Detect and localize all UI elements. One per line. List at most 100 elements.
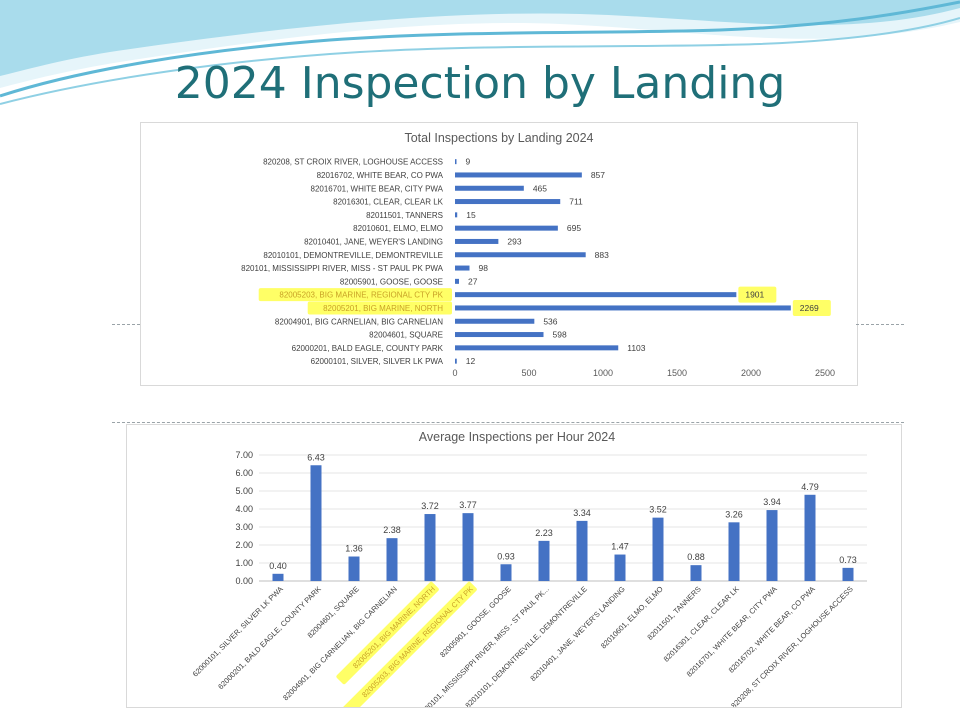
x-tick-label: 1500 [667, 368, 687, 378]
bar [652, 517, 664, 581]
data-label: 2269 [800, 303, 819, 313]
category-label: 82005901, GOOSE, GOOSE [438, 584, 513, 659]
chart-title: Total Inspections by Landing 2024 [404, 131, 593, 145]
x-tick-label: 500 [521, 368, 536, 378]
bar [455, 238, 499, 244]
data-label: 2.23 [535, 528, 553, 538]
y-tick-label: 0.00 [235, 576, 253, 586]
data-label: 883 [595, 250, 609, 260]
bar [455, 292, 737, 298]
data-label: 4.79 [801, 482, 819, 492]
data-label: 293 [507, 236, 521, 246]
bar [455, 212, 458, 218]
bar [455, 185, 524, 191]
bar [538, 540, 550, 581]
bar [455, 318, 535, 324]
category-label: 82011501, TANNERS [366, 211, 443, 220]
data-label: 98 [479, 263, 489, 273]
category-label: 820208, ST CROIX RIVER, LOGHOUSE ACCESS [263, 158, 443, 167]
data-label: 1.36 [345, 544, 363, 554]
bar [455, 199, 561, 205]
highlight-marker [341, 581, 477, 707]
y-tick-label: 6.00 [235, 468, 253, 478]
avg-inspections-chart-panel: Average Inspections per Hour 2024 0.00 1.0… [126, 424, 902, 708]
y-tick-label: 3.00 [235, 522, 253, 532]
bar [455, 305, 791, 311]
data-label: 857 [591, 170, 605, 180]
category-label-group: 82010601, ELMO, ELMO [599, 584, 665, 650]
highlight-marker [307, 301, 452, 315]
bar [455, 252, 586, 258]
y-tick-label: 2.00 [235, 540, 253, 550]
category-label: 82004901, BIG CARNELIAN, BIG CARNELIAN [275, 317, 443, 326]
decorative-wave-banner [0, 0, 960, 105]
category-label-group: 82016301, CLEAR, CLEAR LK [662, 584, 741, 663]
y-tick-label: 5.00 [235, 486, 253, 496]
data-label: 6.43 [307, 452, 325, 462]
category-label: 82010401, JANE, WEYER'S LANDING [304, 237, 443, 246]
data-label: 15 [466, 210, 476, 220]
bar [804, 494, 816, 581]
bar [386, 538, 398, 581]
data-label: 3.77 [459, 500, 477, 510]
y-tick-label: 7.00 [235, 450, 253, 460]
bar [690, 565, 702, 581]
category-label: 82016701, WHITE BEAR, CITY PWA [311, 184, 444, 193]
divider-dash [856, 324, 904, 325]
bar [272, 573, 284, 581]
avg-inspections-chart: Average Inspections per Hour 2024 0.00 1.0… [191, 430, 867, 707]
x-tick-label: 2000 [741, 368, 761, 378]
bar [455, 159, 457, 165]
category-label: 820101, MISSISSIPPI RIVER, MISS - ST PAU… [241, 264, 444, 273]
data-label: 12 [466, 356, 476, 366]
data-label: 3.26 [725, 509, 743, 519]
bar [728, 522, 740, 581]
bar [424, 514, 436, 581]
category-label: 82016301, CLEAR, CLEAR LK [333, 198, 444, 207]
data-label: 1103 [627, 343, 646, 353]
highlight-marker [336, 581, 439, 685]
total-inspections-chart-panel: Total Inspections by Landing 2024 820208,… [140, 122, 858, 386]
category-label: 82010601, ELMO, ELMO [353, 224, 443, 233]
bar [614, 554, 626, 581]
data-label: 0.73 [839, 555, 857, 565]
bar [455, 358, 457, 364]
slide-title: 2024 Inspection by Landing [174, 58, 786, 109]
data-label: 9 [466, 157, 471, 167]
data-label: 598 [553, 330, 567, 340]
category-label-group: 82005901, GOOSE, GOOSE [438, 584, 513, 659]
highlight-marker [738, 286, 777, 303]
bar [455, 278, 459, 284]
total-inspections-chart: Total Inspections by Landing 2024 820208,… [241, 131, 835, 378]
data-label: 536 [543, 316, 557, 326]
category-label: 82005201, BIG MARINE, NORTH [323, 304, 443, 313]
bar [455, 172, 582, 178]
category-label: 82004601, SQUARE [369, 331, 443, 340]
data-label: 3.34 [573, 508, 591, 518]
data-label: 1901 [745, 290, 764, 300]
y-tick-label: 4.00 [235, 504, 253, 514]
bar [455, 345, 619, 351]
data-label: 3.94 [763, 497, 781, 507]
bar [455, 225, 558, 231]
x-tick-label: 1000 [593, 368, 613, 378]
bar [576, 520, 588, 581]
category-label: 82016702, WHITE BEAR, CO PWA [317, 171, 444, 180]
data-label: 0.88 [687, 552, 705, 562]
category-label: 82016301, CLEAR, CLEAR LK [662, 584, 741, 663]
bar [455, 332, 544, 338]
y-tick-label: 1.00 [235, 558, 253, 568]
bar [348, 556, 360, 581]
bar [500, 564, 512, 581]
bar [455, 265, 470, 271]
divider-dash [112, 324, 140, 325]
data-label: 3.52 [649, 505, 667, 515]
data-label: 3.72 [421, 501, 439, 511]
category-label: 82010101, DEMONTREVILLE, DEMONTREVILLE [263, 251, 443, 260]
highlight-marker [258, 288, 452, 302]
highlight-marker [792, 299, 831, 316]
category-label: 62000101, SILVER, SILVER LK PWA [311, 357, 444, 366]
data-label: 27 [468, 276, 478, 286]
category-label: 82010601, ELMO, ELMO [599, 584, 665, 650]
bar [310, 465, 322, 581]
